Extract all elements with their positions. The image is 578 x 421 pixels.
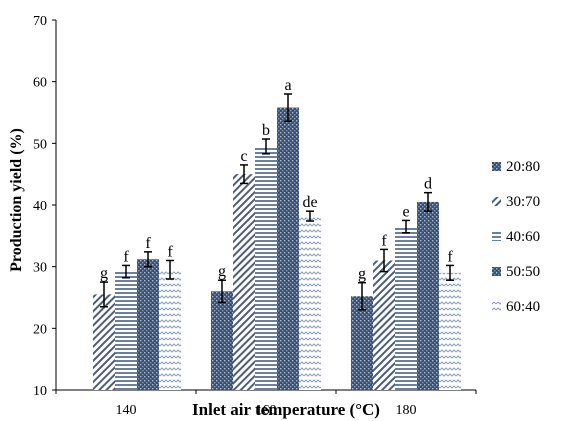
bar <box>255 146 277 390</box>
x-tick-label: 180 <box>396 403 417 418</box>
y-tick-label: 70 <box>33 14 47 29</box>
bar <box>93 294 115 390</box>
bar <box>277 107 299 391</box>
legend-swatch <box>492 232 501 241</box>
bar <box>439 272 461 390</box>
y-tick-label: 60 <box>33 76 47 91</box>
significance-label: f <box>167 244 173 261</box>
significance-label: a <box>284 77 291 94</box>
significance-label: g <box>218 263 226 280</box>
legend-label: 40:60 <box>506 229 540 245</box>
y-tick-label: 20 <box>33 322 47 337</box>
legend-label: 20:80 <box>506 159 540 175</box>
bar <box>137 259 159 390</box>
bar <box>299 216 321 390</box>
bar <box>351 296 373 390</box>
legend-label: 30:70 <box>506 194 540 210</box>
significance-label: e <box>402 203 409 220</box>
legend-swatch <box>492 302 501 311</box>
bar <box>115 271 137 390</box>
legend-label: 60:40 <box>506 299 540 315</box>
significance-label: g <box>100 265 108 282</box>
x-tick-label: 160 <box>256 403 277 418</box>
significance-label: c <box>240 148 247 165</box>
bar <box>233 174 255 390</box>
y-tick-label: 30 <box>33 261 47 276</box>
y-tick-label: 40 <box>33 199 47 214</box>
significance-label: b <box>262 122 270 139</box>
bar <box>395 226 417 390</box>
significance-label: f <box>447 248 453 265</box>
significance-label: de <box>302 194 317 211</box>
significance-label: d <box>424 176 432 193</box>
significance-label: g <box>358 266 366 283</box>
significance-label: f <box>123 248 129 265</box>
x-tick-label: 140 <box>116 403 137 418</box>
legend-label: 50:50 <box>506 264 540 280</box>
x-axis-label: Inlet air temperature (°C) <box>192 400 380 419</box>
y-tick-label: 50 <box>33 137 47 152</box>
y-tick-label: 10 <box>33 384 47 399</box>
legend-swatch <box>492 162 501 171</box>
bar <box>159 269 181 390</box>
legend-swatch <box>492 197 501 206</box>
bar <box>373 260 395 390</box>
y-axis-label: Production yield (%) <box>8 128 25 272</box>
bar <box>211 291 233 390</box>
significance-label: f <box>381 232 387 249</box>
significance-label: f <box>145 235 151 252</box>
bar <box>417 201 439 390</box>
legend-swatch <box>492 267 501 276</box>
